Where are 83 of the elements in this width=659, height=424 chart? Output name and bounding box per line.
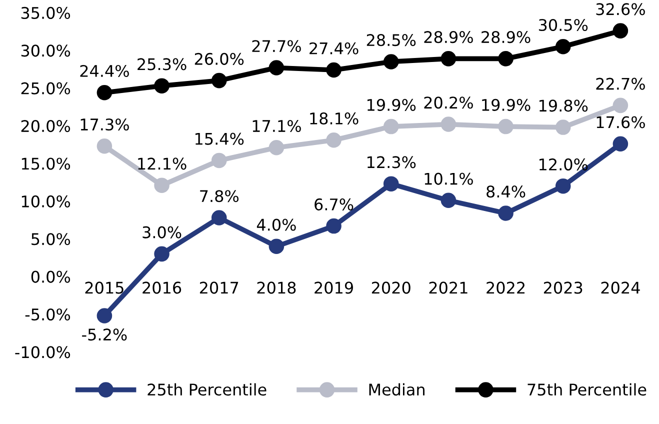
point [498, 51, 514, 66]
x-tick-label: 2024 [601, 282, 640, 294]
data-label: 26.0% [194, 52, 244, 65]
data-label: 6.7% [314, 198, 354, 210]
data-label: 19.9% [482, 98, 530, 111]
x-tick-label: 2023 [544, 282, 582, 294]
data-label: 27.7% [252, 40, 301, 52]
y-tick-label: -10.0% [15, 346, 70, 358]
x-tick-label: 2022 [486, 282, 525, 294]
point [498, 118, 514, 134]
point [96, 84, 112, 100]
point [383, 54, 399, 70]
point [154, 246, 170, 262]
point [326, 132, 342, 148]
x-tick-label: 2016 [142, 282, 182, 294]
point [555, 178, 571, 194]
data-label: 19.9% [368, 98, 416, 111]
y-tick-label: 25.0% [21, 82, 70, 94]
y-tick-label: 15.0% [22, 158, 70, 170]
data-label: 30.5% [538, 18, 588, 32]
point [440, 192, 456, 208]
data-label: 17.6% [596, 116, 645, 128]
data-label: 10.1% [424, 172, 473, 185]
x-tick-label: 2019 [314, 282, 353, 294]
data-label: 32.6% [596, 3, 645, 16]
point [555, 120, 571, 135]
point [96, 138, 112, 154]
legend-label: 75th Percentile [528, 383, 646, 396]
y-tick-label: -5.0% [25, 308, 70, 321]
data-label: 17.3% [80, 118, 129, 131]
legend-label: Median [369, 383, 424, 396]
y-tick-label: 20.0% [21, 120, 70, 132]
x-tick-label: 2021 [429, 282, 468, 294]
data-label: 25.3% [138, 58, 186, 70]
legend-label: 25th Percentile [148, 383, 266, 396]
point [326, 62, 342, 78]
data-label: 12.1% [138, 158, 186, 170]
point [440, 116, 456, 132]
x-tick-label: 2020 [372, 282, 410, 294]
y-tick-label: 10.0% [22, 195, 70, 208]
point [612, 136, 628, 152]
point [326, 218, 342, 234]
x-tick-label: 2017 [200, 282, 238, 294]
data-label: 12.0% [540, 158, 588, 170]
data-label: 20.2% [424, 96, 473, 109]
data-label: 3.0% [142, 226, 182, 238]
point [612, 23, 628, 38]
x-tick-label: 2018 [257, 282, 296, 294]
data-label: 8.4% [486, 186, 526, 198]
data-label: 18.1% [310, 112, 358, 125]
point [154, 78, 170, 94]
point [383, 118, 399, 134]
x-tick-label: 2015 [85, 282, 124, 294]
data-label: 22.7% [596, 78, 645, 90]
data-label: 27.4% [310, 42, 358, 54]
data-label: 28.9% [482, 31, 530, 44]
point [555, 39, 571, 54]
y-tick-label: 0.0% [31, 270, 70, 283]
y-tick-label: 30.0% [21, 44, 70, 57]
data-label: 28.5% [366, 34, 416, 46]
point [612, 98, 628, 114]
data-label: 15.4% [196, 132, 244, 145]
point [268, 60, 284, 76]
point [268, 140, 284, 156]
point [268, 238, 284, 254]
point [211, 152, 227, 168]
data-label: 28.9% [424, 31, 473, 44]
point [96, 308, 112, 324]
point [440, 51, 456, 66]
data-label: 17.1% [252, 120, 301, 132]
point [211, 72, 227, 88]
y-tick-label: 5.0% [32, 233, 70, 246]
data-label: 12.3% [368, 156, 416, 168]
point [211, 210, 227, 226]
y-tick-label: 35.0% [21, 6, 70, 20]
data-label: 7.8% [200, 190, 239, 202]
point [154, 178, 170, 193]
data-label: 4.0% [256, 218, 296, 231]
data-label: 19.8% [540, 100, 588, 112]
data-label: 24.4% [80, 64, 129, 78]
point [383, 176, 399, 192]
point [498, 206, 514, 221]
data-label: -5.2% [82, 328, 127, 341]
